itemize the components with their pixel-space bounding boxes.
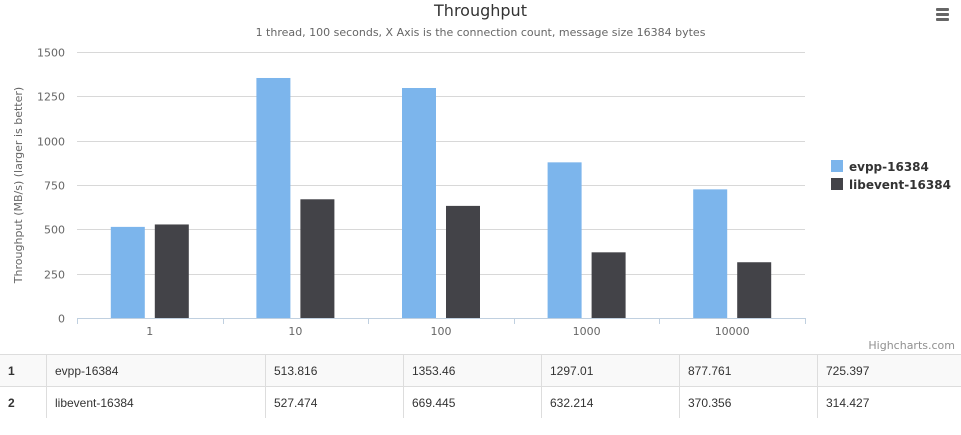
table-row: 2 libevent-16384 527.474 669.445 632.214… <box>0 386 961 418</box>
y-tick-label: 1250 <box>37 91 65 104</box>
y-tick-label: 750 <box>44 180 65 193</box>
bar-evpp-16384[interactable] <box>256 77 291 319</box>
legend-item-label[interactable]: evpp-16384 <box>849 160 929 174</box>
row-index: 1 <box>0 354 47 387</box>
bar-libevent-16384[interactable] <box>300 199 335 318</box>
chart-area: 0 250 500 750 1000 1250 1500 1 10 100 1000 10000 Thr… <box>12 1 955 352</box>
series-name-cell: libevent-16384 <box>46 386 266 418</box>
y-tick-label: 250 <box>44 269 65 282</box>
value-cell: 632.214 <box>541 386 680 418</box>
value-cell: 877.761 <box>679 354 818 387</box>
bar-evpp-16384[interactable] <box>402 87 436 319</box>
chart-subtitle: 1 thread, 100 seconds, X Axis is the con… <box>255 26 706 39</box>
bar-libevent-16384[interactable] <box>737 262 772 318</box>
table-row: 1 evpp-16384 513.816 1353.46 1297.01 877… <box>0 354 961 387</box>
value-cell: 527.474 <box>265 386 404 418</box>
value-cell: 725.397 <box>817 354 961 387</box>
legend-item-label[interactable]: libevent-16384 <box>849 178 951 192</box>
chart-title: Throughput <box>434 1 527 20</box>
value-cell: 1297.01 <box>541 354 680 387</box>
bar-evpp-16384[interactable] <box>110 226 145 318</box>
hamburger-menu-icon[interactable] <box>934 6 952 22</box>
y-tick-label: 500 <box>44 224 65 237</box>
value-cell: 370.356 <box>679 386 818 418</box>
x-tick-label: 1 <box>146 325 153 338</box>
y-tick-label: 1500 <box>37 47 65 60</box>
bar-libevent-16384[interactable] <box>154 224 189 318</box>
y-tick-label: 1000 <box>37 136 65 149</box>
legend-swatch[interactable] <box>831 160 843 172</box>
value-cell: 669.445 <box>403 386 542 418</box>
value-cell: 1353.46 <box>403 354 542 387</box>
bar-evpp-16384[interactable] <box>693 189 728 318</box>
throughput-chart: 0 250 500 750 1000 1250 1500 1 10 100 1000 10000 Thr… <box>12 47 951 339</box>
value-cell: 314.427 <box>817 386 961 418</box>
bar-libevent-16384[interactable] <box>446 205 480 318</box>
x-tick-label: 10000 <box>715 325 750 338</box>
legend-swatch[interactable] <box>831 178 843 190</box>
data-table: 1 evpp-16384 513.816 1353.46 1297.01 877… <box>0 354 961 418</box>
x-tick-label: 10 <box>288 325 302 338</box>
credits-link[interactable]: Highcharts.com <box>868 339 955 352</box>
x-tick-label: 100 <box>431 325 452 338</box>
bar-libevent-16384[interactable] <box>591 252 626 318</box>
x-tick-label: 1000 <box>573 325 601 338</box>
series-name-cell: evpp-16384 <box>46 354 266 387</box>
row-index: 2 <box>0 386 47 418</box>
y-axis-title: Throughput (MB/s) (larger is better) <box>12 87 25 284</box>
bar-evpp-16384[interactable] <box>547 162 582 318</box>
y-tick-label: 0 <box>58 313 65 326</box>
value-cell: 513.816 <box>265 354 404 387</box>
